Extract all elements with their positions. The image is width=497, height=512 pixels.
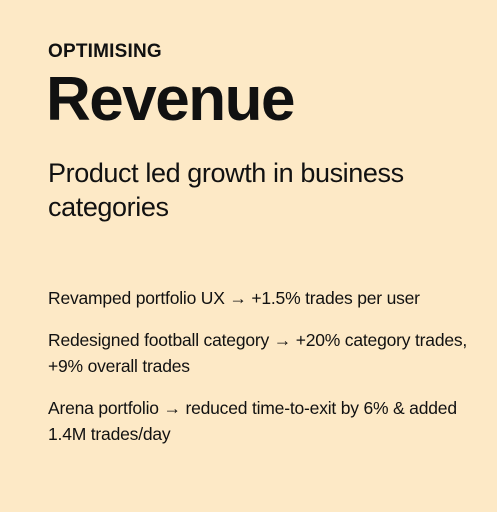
- page-title: Revenue: [46, 65, 295, 134]
- section-eyebrow: OPTIMISING: [48, 41, 162, 62]
- achievement-item: Redesigned football category → +20% cate…: [48, 330, 468, 376]
- achievement-item: Arena portfolio → reduced time-to-exit b…: [48, 398, 457, 444]
- subtitle: Product led growth in business categorie…: [48, 158, 404, 222]
- achievement-item: Revamped portfolio UX → +1.5% trades per…: [48, 288, 420, 308]
- achievement-list: Revamped portfolio UX → +1.5% trades per…: [48, 285, 468, 463]
